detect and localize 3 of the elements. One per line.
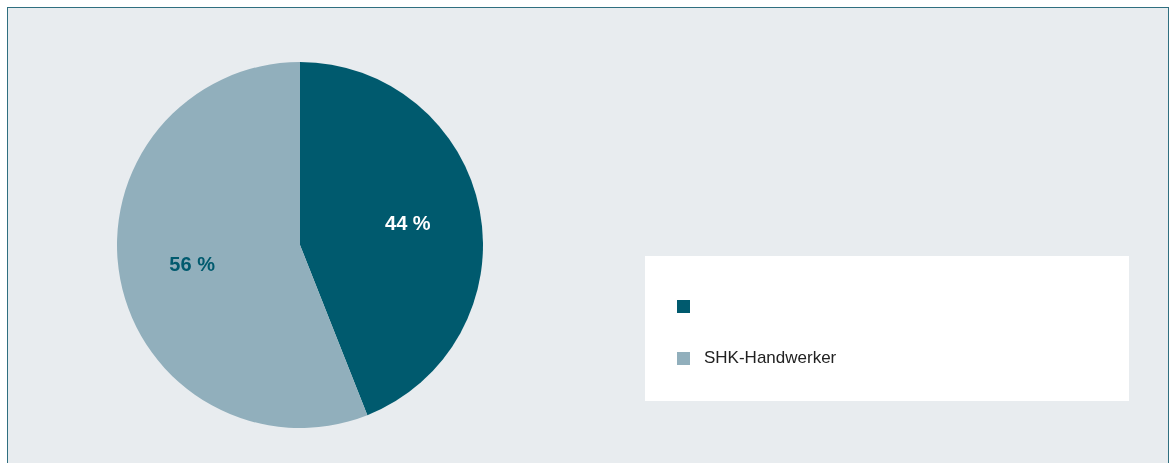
- data-label: 56 %: [169, 253, 216, 276]
- legend-label: SHK-Handwerker: [704, 348, 837, 368]
- data-label: 44 %: [385, 211, 431, 234]
